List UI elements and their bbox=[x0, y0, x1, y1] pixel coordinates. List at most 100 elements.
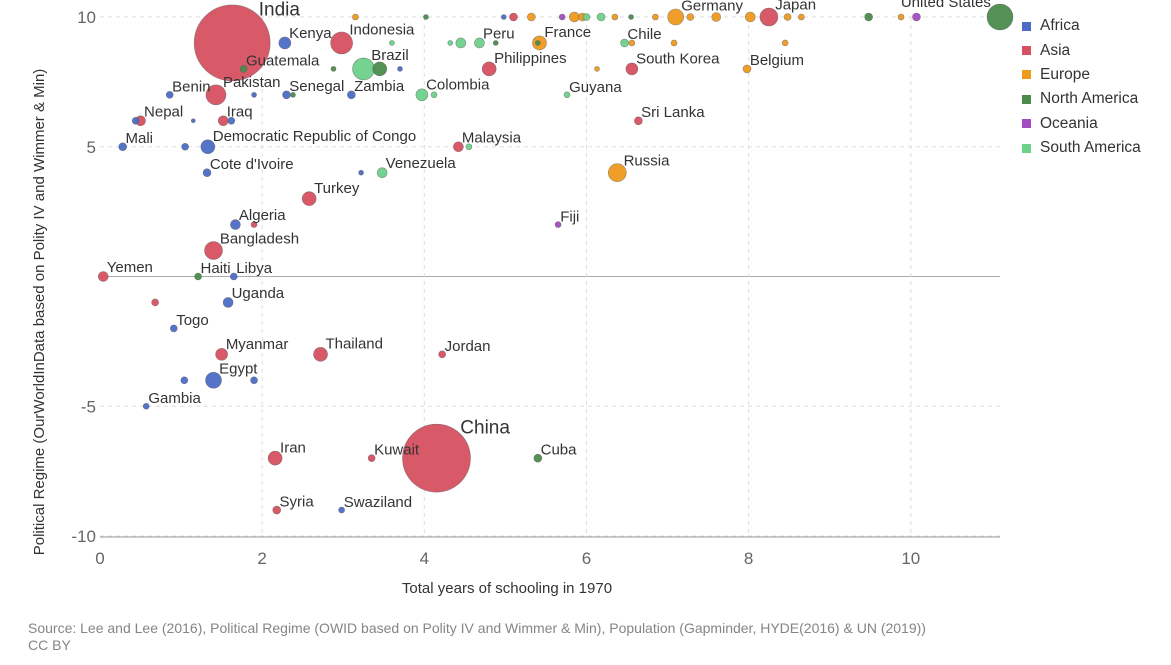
data-point[interactable] bbox=[783, 13, 792, 21]
data-point-china[interactable] bbox=[402, 423, 471, 493]
data-point-philippines[interactable] bbox=[481, 61, 497, 77]
data-point[interactable] bbox=[744, 11, 756, 23]
data-point-kenya[interactable] bbox=[278, 36, 292, 50]
data-point-india[interactable] bbox=[193, 4, 271, 82]
data-point-fiji[interactable] bbox=[554, 221, 562, 228]
data-point[interactable] bbox=[190, 118, 196, 124]
data-point-libya[interactable] bbox=[229, 272, 238, 281]
legend-item-asia[interactable]: Asia bbox=[1022, 38, 1141, 62]
data-point-egypt[interactable] bbox=[205, 371, 222, 389]
legend-item-north-america[interactable]: North America bbox=[1022, 87, 1141, 111]
data-point-germany[interactable] bbox=[667, 8, 684, 26]
data-point[interactable] bbox=[628, 39, 636, 47]
data-point[interactable] bbox=[397, 66, 403, 72]
data-point-benin[interactable] bbox=[165, 91, 174, 99]
data-point-togo[interactable] bbox=[169, 324, 178, 333]
data-point[interactable] bbox=[611, 13, 619, 21]
point-label: Kuwait bbox=[374, 442, 420, 459]
data-point[interactable] bbox=[389, 40, 395, 46]
data-point-mali[interactable] bbox=[118, 142, 128, 152]
data-point-myanmar[interactable] bbox=[215, 348, 228, 361]
data-point-swaziland[interactable] bbox=[338, 506, 345, 514]
data-point-turkey[interactable] bbox=[301, 191, 317, 206]
data-point-uganda[interactable] bbox=[222, 297, 234, 308]
data-point[interactable] bbox=[250, 376, 258, 385]
data-point[interactable] bbox=[798, 13, 805, 21]
data-point[interactable] bbox=[596, 12, 606, 22]
data-point[interactable] bbox=[864, 12, 873, 22]
data-point-cuba[interactable] bbox=[533, 453, 543, 463]
data-point[interactable] bbox=[711, 12, 722, 22]
data-point[interactable] bbox=[290, 92, 296, 98]
legend-item-africa[interactable]: Africa bbox=[1022, 14, 1141, 38]
data-point[interactable] bbox=[455, 37, 467, 49]
data-point[interactable] bbox=[670, 39, 678, 47]
data-point-venezuela[interactable] bbox=[376, 167, 388, 178]
data-point-pakistan[interactable] bbox=[205, 84, 227, 106]
data-point[interactable] bbox=[251, 92, 257, 98]
data-point-jordan[interactable] bbox=[438, 350, 446, 359]
data-point[interactable] bbox=[250, 221, 258, 228]
data-point-haiti[interactable] bbox=[194, 272, 202, 281]
data-point[interactable] bbox=[131, 117, 140, 125]
data-point[interactable] bbox=[628, 14, 634, 20]
data-point[interactable] bbox=[500, 14, 507, 20]
data-point-kuwait[interactable] bbox=[367, 454, 376, 462]
data-point-united-states[interactable] bbox=[986, 3, 1014, 31]
data-point[interactable] bbox=[227, 117, 236, 125]
data-point[interactable] bbox=[582, 13, 591, 21]
data-point-malaysia[interactable] bbox=[453, 141, 464, 153]
source-note: Source: Lee and Lee (2016), Political Re… bbox=[28, 620, 1148, 654]
data-point[interactable] bbox=[180, 376, 189, 385]
data-point-iran[interactable] bbox=[267, 450, 283, 466]
data-point-thailand[interactable] bbox=[313, 347, 328, 362]
data-point-belgium[interactable] bbox=[742, 64, 752, 74]
data-point[interactable] bbox=[447, 40, 454, 46]
data-point[interactable] bbox=[423, 14, 429, 20]
data-point[interactable] bbox=[151, 298, 159, 307]
data-point-guyana[interactable] bbox=[563, 91, 571, 99]
data-point[interactable] bbox=[372, 61, 388, 77]
data-point-sri-lanka[interactable] bbox=[634, 116, 643, 126]
data-point[interactable] bbox=[465, 143, 473, 151]
data-point-gambia[interactable] bbox=[142, 402, 150, 410]
data-point[interactable] bbox=[912, 12, 921, 22]
data-point-russia[interactable] bbox=[607, 163, 627, 182]
legend-item-europe[interactable]: Europe bbox=[1022, 63, 1141, 87]
data-point-indonesia[interactable] bbox=[330, 31, 353, 55]
data-point[interactable] bbox=[781, 39, 789, 47]
data-point[interactable] bbox=[358, 169, 364, 176]
data-point[interactable] bbox=[492, 40, 499, 46]
x-tick-label: 8 bbox=[744, 549, 753, 568]
data-point-democratic-republic-of-congo[interactable] bbox=[200, 139, 216, 155]
data-point[interactable] bbox=[352, 13, 359, 21]
data-point[interactable] bbox=[558, 13, 566, 21]
data-point[interactable] bbox=[330, 66, 337, 72]
legend-item-oceania[interactable]: Oceania bbox=[1022, 112, 1141, 136]
data-point-guatemala[interactable] bbox=[239, 65, 248, 73]
data-point-colombia[interactable] bbox=[415, 88, 429, 102]
x-tick-label: 4 bbox=[420, 549, 429, 568]
data-point[interactable] bbox=[652, 13, 659, 21]
data-point[interactable] bbox=[594, 66, 600, 72]
data-point-yemen[interactable] bbox=[97, 271, 109, 282]
data-point[interactable] bbox=[686, 13, 695, 21]
data-point[interactable] bbox=[569, 11, 580, 23]
y-axis-title: Political Regime (OurWorldInData based o… bbox=[31, 69, 48, 556]
data-point-zambia[interactable] bbox=[347, 90, 356, 100]
data-point-syria[interactable] bbox=[272, 505, 282, 515]
data-point[interactable] bbox=[897, 13, 905, 21]
data-point[interactable] bbox=[535, 40, 541, 46]
data-point[interactable] bbox=[527, 12, 536, 22]
data-point[interactable] bbox=[181, 142, 189, 151]
data-point-bangladesh[interactable] bbox=[204, 241, 223, 260]
data-point-south-korea[interactable] bbox=[625, 62, 639, 76]
point-label: Germany bbox=[681, 0, 743, 14]
data-point-algeria[interactable] bbox=[230, 219, 241, 230]
data-point[interactable] bbox=[430, 91, 438, 99]
data-point-japan[interactable] bbox=[759, 7, 779, 27]
legend-item-south-america[interactable]: South America bbox=[1022, 136, 1141, 160]
data-point-cote-d-ivoire[interactable] bbox=[202, 168, 212, 177]
data-point[interactable] bbox=[509, 12, 518, 22]
data-point-peru[interactable] bbox=[474, 37, 485, 49]
